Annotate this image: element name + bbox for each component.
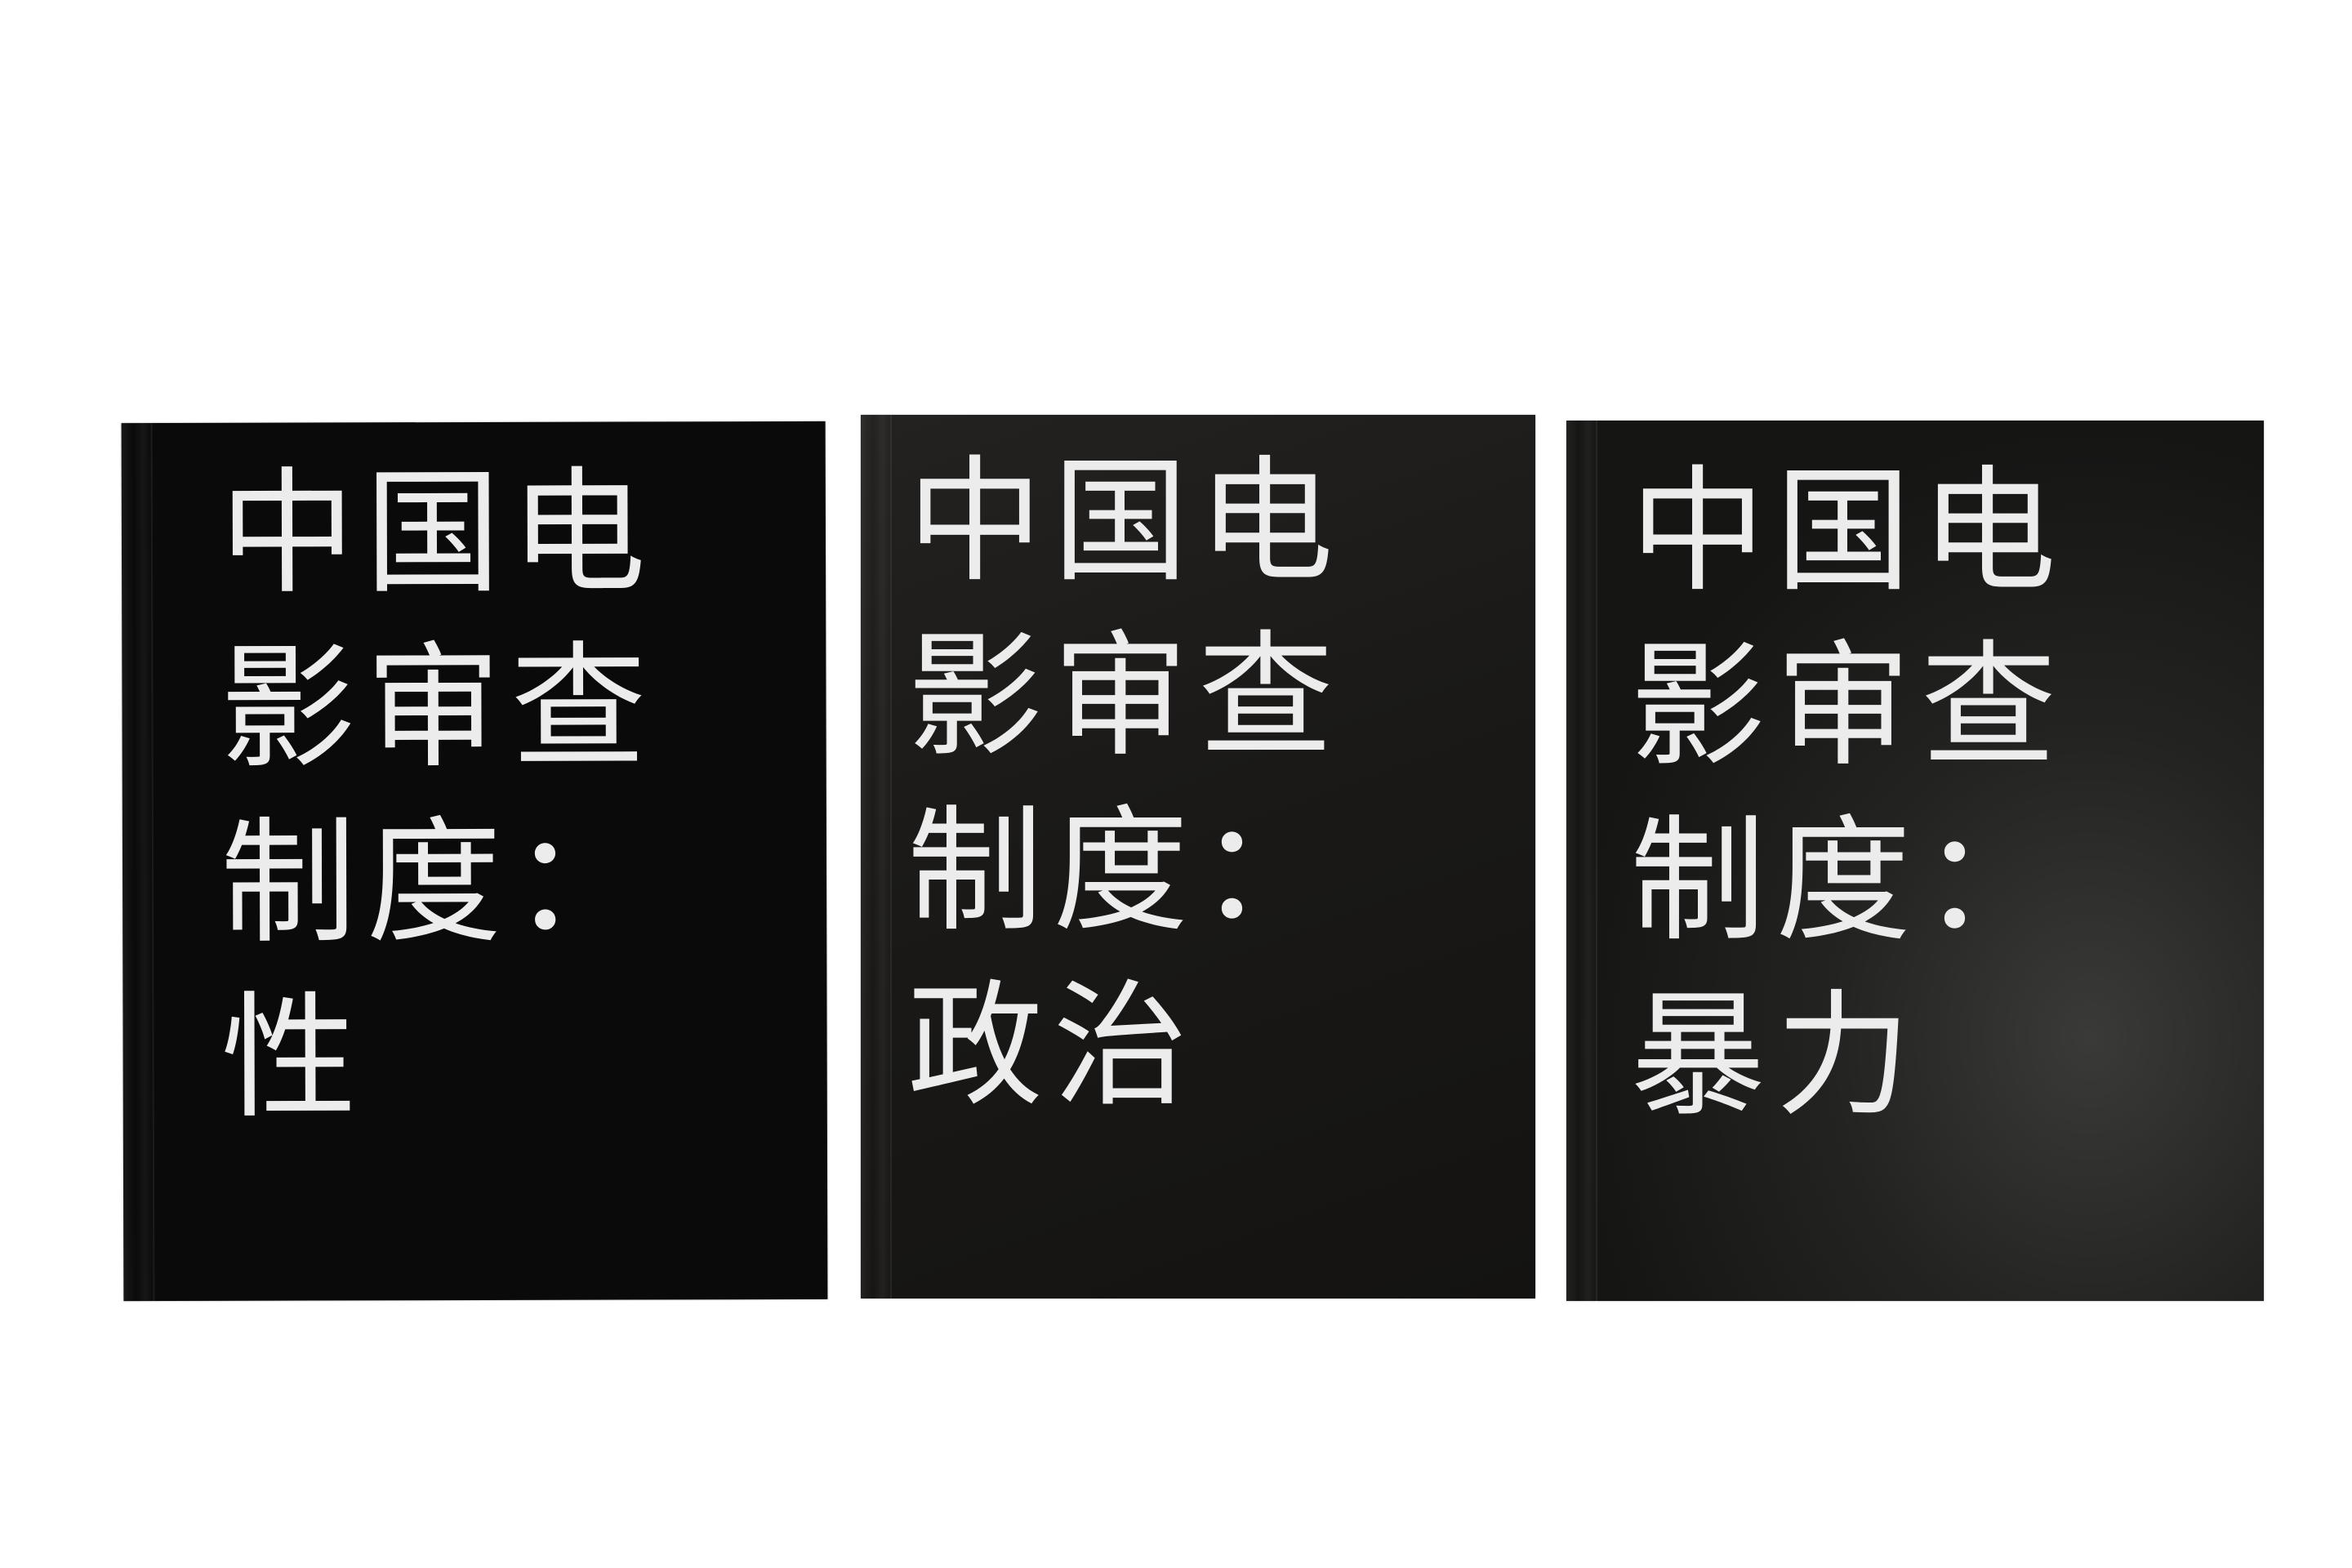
book-title: 中国电 影审查 制度： 政治: [907, 435, 1343, 1134]
title-line-3: 制度：: [907, 793, 1343, 951]
spine-crease: [890, 415, 892, 1298]
title-line-1: 中国电: [219, 454, 657, 613]
title-line-4: 政治: [907, 968, 1198, 1125]
title-line-1: 中国电: [907, 443, 1343, 601]
title-line-4: 暴力: [1630, 978, 1921, 1135]
spine-crease: [1596, 421, 1597, 1301]
title-line-3: 制度：: [1630, 803, 2066, 960]
title-line-2: 影审查: [907, 618, 1343, 776]
book-spine: [1566, 421, 1597, 1301]
title-line-4: 性: [220, 979, 367, 1138]
title-line-2: 影审查: [220, 629, 657, 788]
book-spine: [121, 423, 155, 1302]
book-spine: [861, 415, 892, 1298]
book-title: 中国电 影审查 制度： 性: [220, 446, 657, 1146]
book-cover-politics: 中国电 影审查 制度： 政治: [861, 415, 1535, 1298]
book-cover-sex: 中国电 影审查 制度： 性: [121, 421, 828, 1302]
title-line-2: 影审查: [1630, 628, 2066, 786]
title-line-1: 中国电: [1630, 453, 2066, 611]
book-title: 中国电 影审查 制度： 暴力: [1630, 445, 2066, 1144]
title-line-3: 制度：: [220, 804, 657, 963]
book-cover-violence: 中国电 影审查 制度： 暴力: [1566, 421, 2264, 1301]
